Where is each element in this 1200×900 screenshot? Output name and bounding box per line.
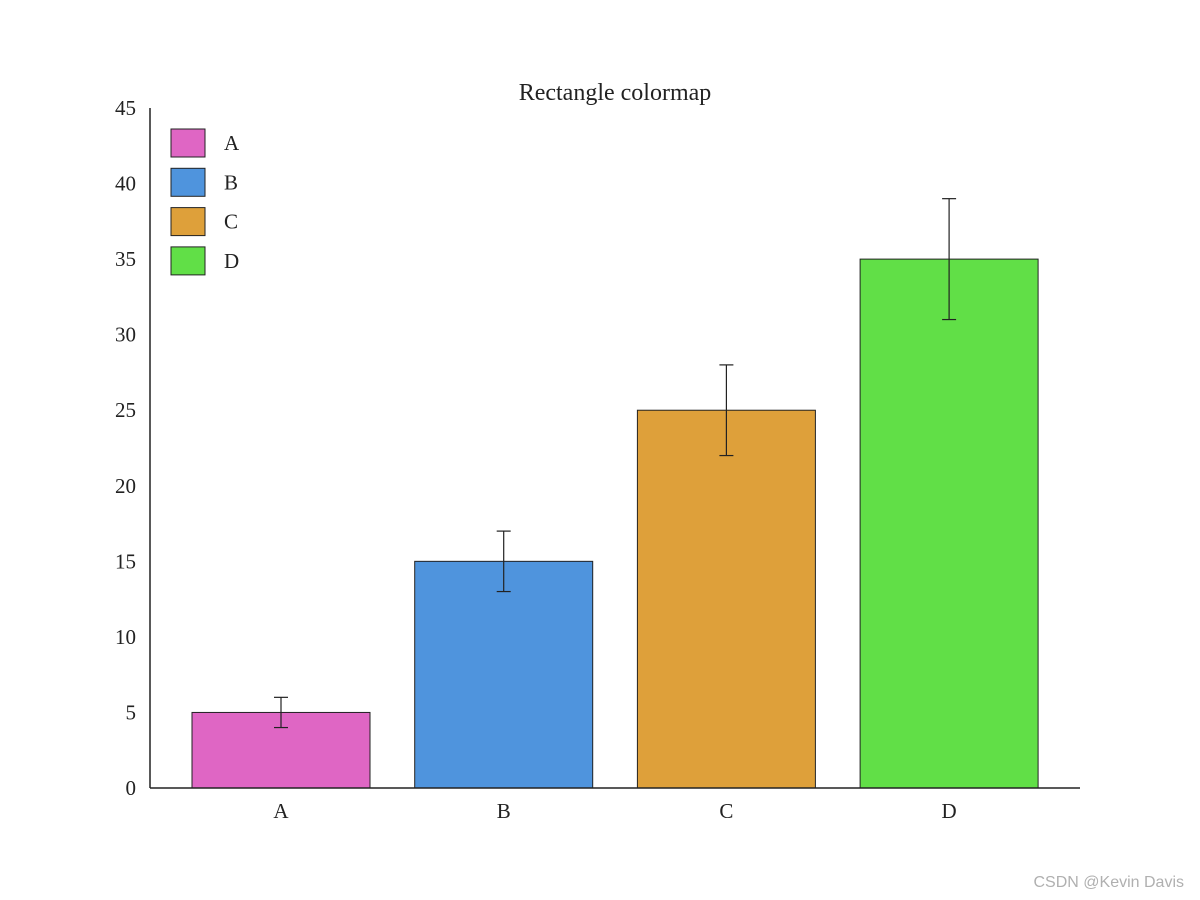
legend-label-c: C xyxy=(224,210,238,234)
y-tick-label-15: 15 xyxy=(115,549,136,573)
error-bar-d xyxy=(942,198,957,321)
legend-swatch-a xyxy=(170,128,206,158)
x-tick-label-b: B xyxy=(497,799,511,823)
y-tick-label-5: 5 xyxy=(126,700,137,724)
legend-swatch-c xyxy=(170,207,206,237)
y-tick-label-10: 10 xyxy=(115,625,136,649)
legend-swatch-d xyxy=(170,246,206,276)
error-bar-b xyxy=(496,530,511,593)
y-tick-label-35: 35 xyxy=(115,247,136,271)
x-tick-label-d: D xyxy=(942,799,957,823)
y-tick-label-25: 25 xyxy=(115,398,136,422)
legend-label-b: B xyxy=(224,170,238,194)
y-tick-label-45: 45 xyxy=(115,96,136,120)
x-tick-label-c: C xyxy=(719,799,733,823)
x-tick-label-a: A xyxy=(273,799,289,823)
legend-label-a: A xyxy=(224,131,240,155)
bar-c xyxy=(636,409,816,789)
y-tick-label-30: 30 xyxy=(115,323,136,347)
y-tick-label-20: 20 xyxy=(115,474,136,498)
legend-label-d: D xyxy=(224,249,239,273)
y-tick-label-0: 0 xyxy=(126,776,137,800)
y-tick-label-40: 40 xyxy=(115,172,136,196)
bars-group xyxy=(191,258,1039,789)
chart-title: Rectangle colormap xyxy=(519,80,712,106)
legend-swatch-b xyxy=(170,167,206,197)
bar-b xyxy=(414,560,594,789)
error-bars-group xyxy=(274,198,957,729)
error-bar-a xyxy=(274,696,288,729)
error-bar-c xyxy=(719,364,734,457)
bar-d xyxy=(859,258,1039,789)
watermark: CSDN @Kevin Davis xyxy=(1033,874,1185,891)
